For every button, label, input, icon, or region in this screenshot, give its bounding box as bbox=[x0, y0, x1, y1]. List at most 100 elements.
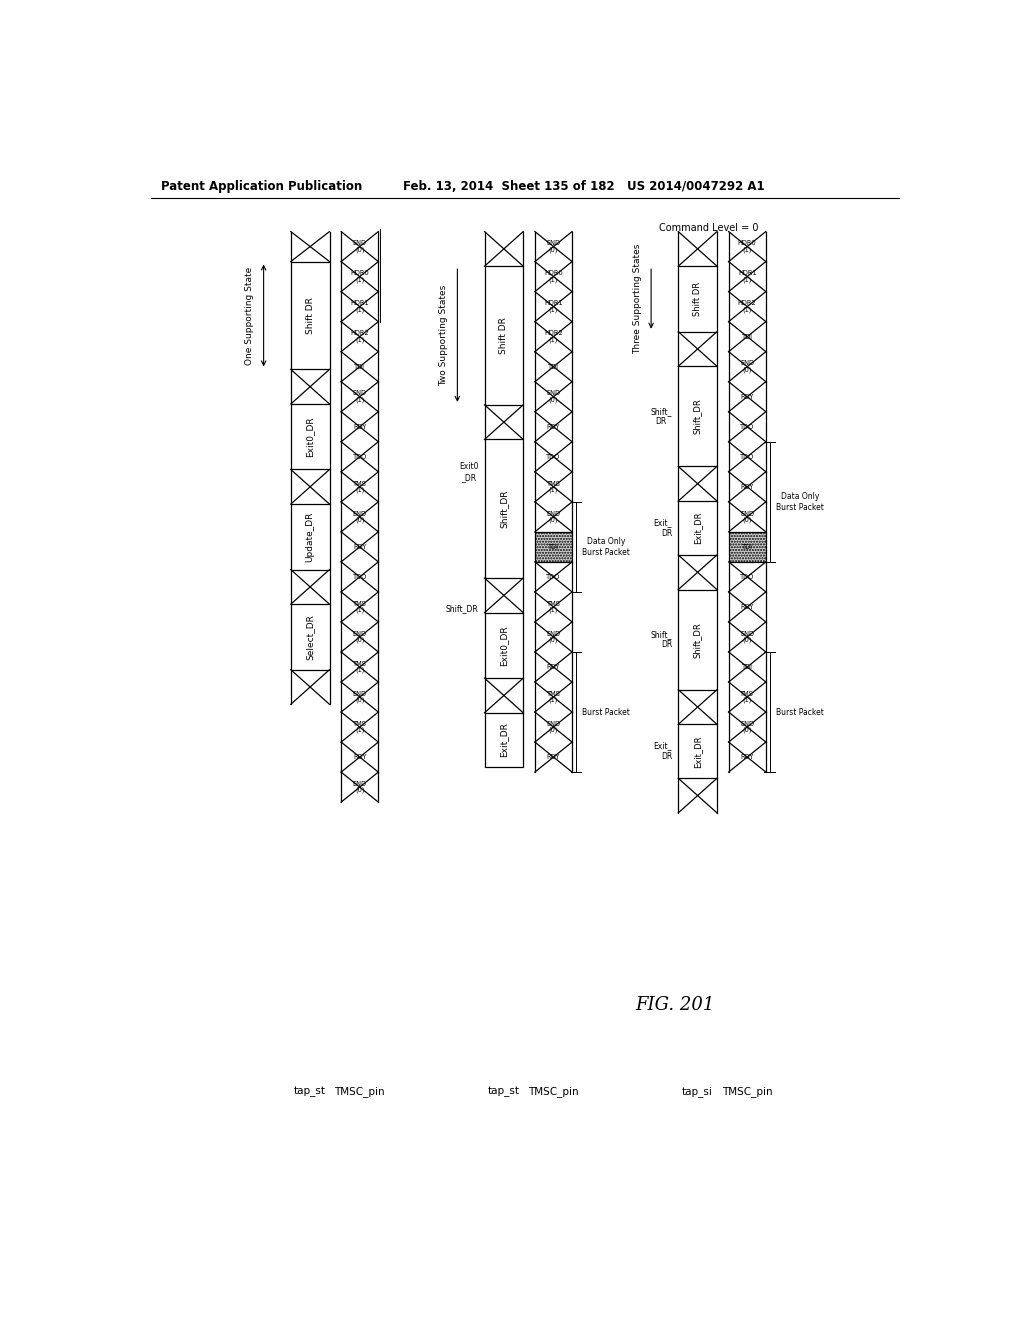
Text: TDO: TDO bbox=[352, 574, 367, 579]
Text: END
(0): END (0) bbox=[352, 690, 367, 704]
Text: END
(0): END (0) bbox=[352, 781, 367, 793]
Text: END
(0): END (0) bbox=[547, 391, 560, 403]
Text: TMS
(1): TMS (1) bbox=[547, 601, 560, 614]
Text: HDR2
(1): HDR2 (1) bbox=[350, 330, 369, 343]
Text: tap_si: tap_si bbox=[682, 1086, 713, 1097]
Text: END
(0): END (0) bbox=[740, 511, 755, 523]
Text: END
(0): END (0) bbox=[740, 721, 755, 734]
Text: TDI: TDI bbox=[354, 364, 366, 370]
Bar bbox=[484, 612, 523, 678]
Text: Exit_DR: Exit_DR bbox=[693, 735, 702, 767]
Bar bbox=[291, 504, 330, 570]
Text: TDO: TDO bbox=[740, 454, 755, 459]
Text: TMSC_pin: TMSC_pin bbox=[335, 1086, 385, 1097]
Text: FIG. 201: FIG. 201 bbox=[636, 997, 715, 1014]
Text: END
(0): END (0) bbox=[547, 631, 560, 643]
Text: Patent Application Publication: Patent Application Publication bbox=[161, 180, 361, 193]
Text: One Supporting State: One Supporting State bbox=[246, 267, 254, 364]
Text: RDY: RDY bbox=[547, 754, 560, 760]
Text: TDI: TDI bbox=[741, 664, 753, 671]
Text: TMS
(1): TMS (1) bbox=[740, 690, 754, 704]
Text: TMSC_pin: TMSC_pin bbox=[722, 1086, 772, 1097]
Text: Shift_DR: Shift_DR bbox=[693, 399, 702, 434]
Bar bbox=[291, 404, 330, 470]
Text: Command Level = 0: Command Level = 0 bbox=[658, 223, 759, 232]
Text: Data Only
Burst Packet: Data Only Burst Packet bbox=[583, 537, 630, 557]
Text: END
(0): END (0) bbox=[547, 240, 560, 253]
Bar bbox=[484, 713, 523, 767]
Text: Burst Packet: Burst Packet bbox=[583, 708, 630, 717]
Text: tap_st: tap_st bbox=[487, 1086, 520, 1097]
Text: END
(0): END (0) bbox=[352, 631, 367, 643]
Bar bbox=[535, 532, 572, 562]
Text: HDR2
(1): HDR2 (1) bbox=[738, 301, 757, 313]
Text: HDR1
(1): HDR1 (1) bbox=[738, 271, 757, 282]
Text: HDR0
(1): HDR0 (1) bbox=[738, 240, 757, 253]
Bar bbox=[678, 367, 717, 466]
Text: TMS
(1): TMS (1) bbox=[353, 480, 367, 494]
Text: Burst Packet: Burst Packet bbox=[776, 708, 823, 717]
Text: RDY: RDY bbox=[740, 605, 754, 610]
Text: HDR0
(1): HDR0 (1) bbox=[350, 271, 369, 282]
Text: TDO: TDO bbox=[740, 424, 755, 430]
Bar bbox=[291, 261, 330, 370]
Text: Exit_
DR: Exit_ DR bbox=[653, 519, 672, 537]
Text: tap_st: tap_st bbox=[294, 1086, 326, 1097]
Text: Feb. 13, 2014  Sheet 135 of 182   US 2014/0047292 A1: Feb. 13, 2014 Sheet 135 of 182 US 2014/0… bbox=[403, 180, 765, 193]
Text: END
(0): END (0) bbox=[547, 511, 560, 523]
Text: RDY: RDY bbox=[740, 393, 754, 400]
Text: TMS
(1): TMS (1) bbox=[353, 721, 367, 734]
Text: HDR1
(1): HDR1 (1) bbox=[350, 301, 369, 313]
Bar bbox=[291, 605, 330, 669]
Text: TDO: TDO bbox=[352, 454, 367, 459]
Text: Exit0_DR: Exit0_DR bbox=[305, 416, 314, 457]
Text: RDY: RDY bbox=[547, 424, 560, 430]
Bar bbox=[678, 590, 717, 689]
Text: Shift_DR: Shift_DR bbox=[445, 605, 478, 614]
Text: RDY: RDY bbox=[353, 544, 367, 550]
Text: TDO: TDO bbox=[546, 454, 561, 459]
Text: RDY: RDY bbox=[740, 484, 754, 490]
Text: Shift_DR: Shift_DR bbox=[693, 622, 702, 657]
Text: Shift DR: Shift DR bbox=[500, 317, 508, 354]
Text: RDY: RDY bbox=[740, 754, 754, 760]
Text: HDR1
(1): HDR1 (1) bbox=[544, 301, 563, 313]
Text: Exit_
DR: Exit_ DR bbox=[653, 742, 672, 762]
Text: END
(0): END (0) bbox=[352, 511, 367, 523]
Text: TDI: TDI bbox=[741, 544, 753, 550]
Text: Shift_
DR: Shift_ DR bbox=[650, 630, 672, 649]
Text: RDY: RDY bbox=[547, 664, 560, 671]
Text: Data Only
Burst Packet: Data Only Burst Packet bbox=[776, 492, 823, 512]
Text: Two Supporting States: Two Supporting States bbox=[439, 285, 449, 387]
Text: TMS
(1): TMS (1) bbox=[353, 601, 367, 614]
Text: TDO: TDO bbox=[546, 574, 561, 579]
Text: END
(0): END (0) bbox=[352, 240, 367, 253]
Text: Update_DR: Update_DR bbox=[305, 512, 314, 562]
Text: HDR0
(1): HDR0 (1) bbox=[544, 271, 563, 282]
Text: HDR2
(1): HDR2 (1) bbox=[544, 330, 563, 343]
Bar bbox=[729, 532, 766, 562]
Text: Shift DR: Shift DR bbox=[693, 282, 702, 315]
Text: Three Supporting States: Three Supporting States bbox=[633, 244, 642, 354]
Bar bbox=[484, 267, 523, 405]
Text: Select_DR: Select_DR bbox=[305, 614, 314, 660]
Bar bbox=[678, 267, 717, 331]
Text: TMS
(1): TMS (1) bbox=[353, 661, 367, 673]
Text: TMS
(1): TMS (1) bbox=[547, 690, 560, 704]
Text: TMSC_pin: TMSC_pin bbox=[528, 1086, 579, 1097]
Text: Shift_DR: Shift_DR bbox=[500, 490, 508, 528]
Bar bbox=[678, 502, 717, 554]
Text: TDI: TDI bbox=[548, 364, 559, 370]
Bar bbox=[678, 725, 717, 779]
Text: TDI: TDI bbox=[741, 334, 753, 339]
Text: RDY: RDY bbox=[353, 424, 367, 430]
Bar bbox=[484, 440, 523, 578]
Text: END
(0): END (0) bbox=[740, 360, 755, 374]
Text: Exit0_DR: Exit0_DR bbox=[500, 626, 508, 665]
Text: TDO: TDO bbox=[740, 574, 755, 579]
Text: TMS
(1): TMS (1) bbox=[547, 480, 560, 494]
Text: Exit0
_DR: Exit0 _DR bbox=[459, 462, 478, 482]
Text: END
(0): END (0) bbox=[740, 631, 755, 643]
Text: END
(1): END (1) bbox=[352, 391, 367, 403]
Text: Shift_
DR: Shift_ DR bbox=[650, 407, 672, 426]
